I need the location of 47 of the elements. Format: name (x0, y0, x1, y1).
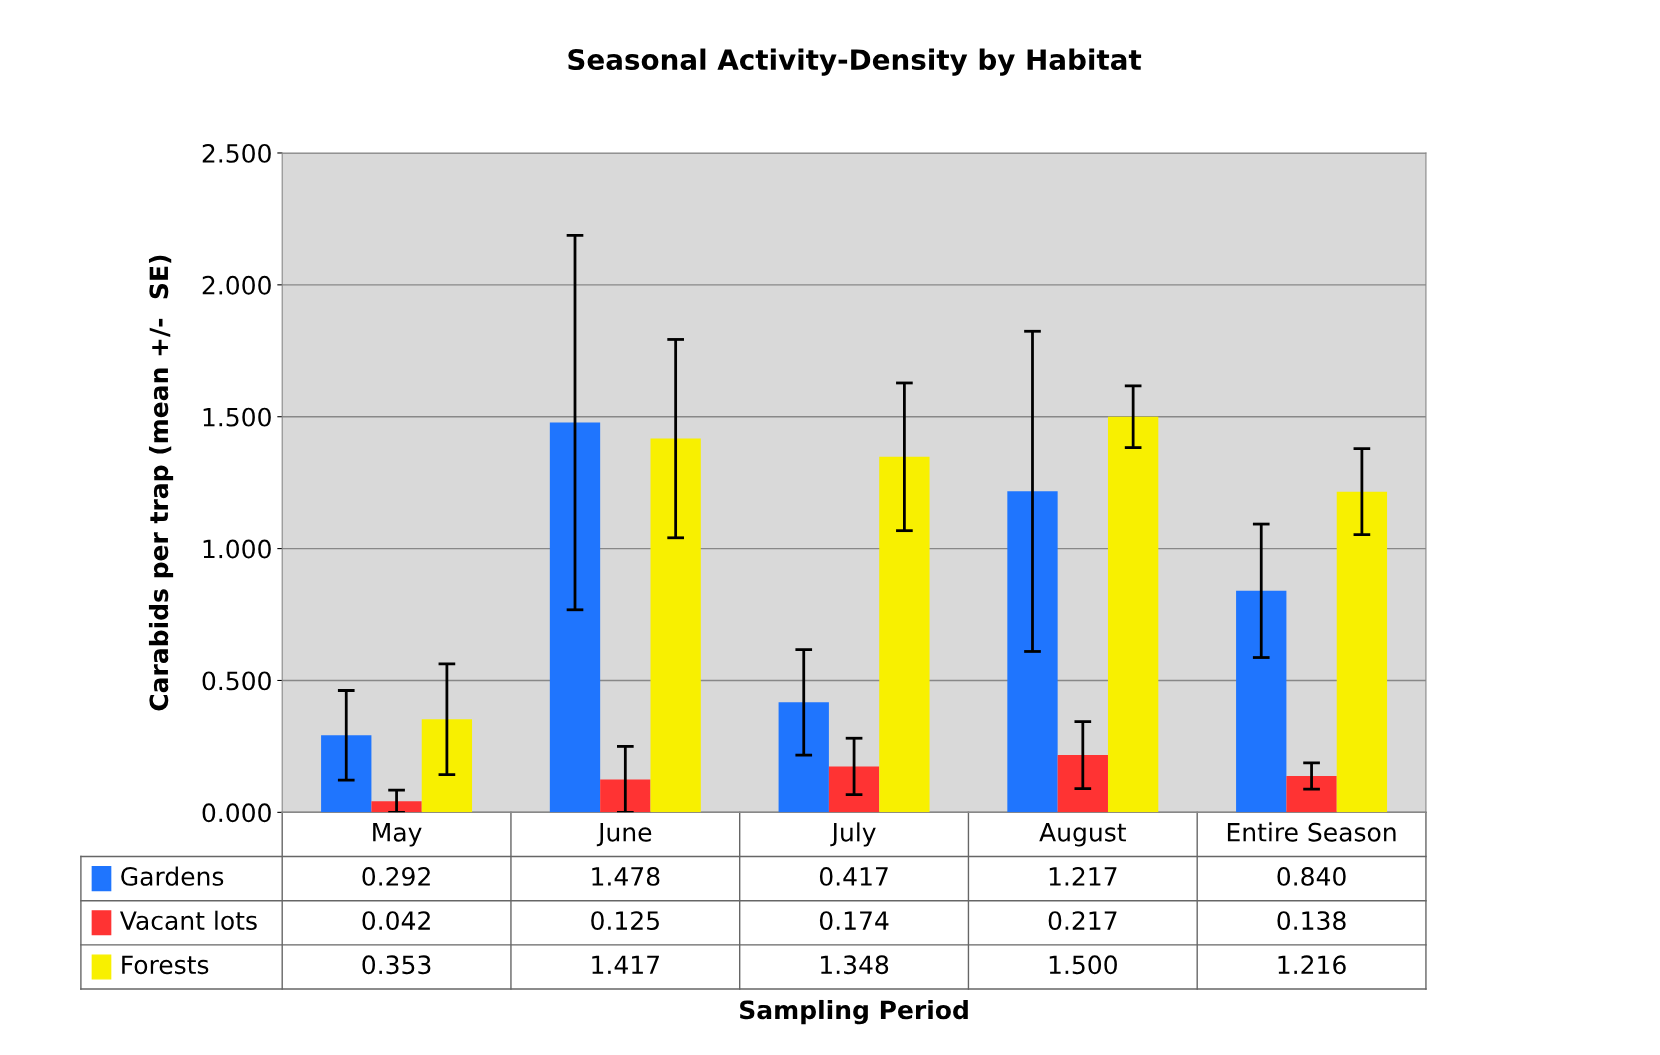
data-label: 1.417 (592, 955, 659, 974)
y-tick-label: 2.500 (202, 143, 271, 163)
x-tick-label: June (596, 823, 652, 847)
bar (1107, 416, 1159, 813)
bar (650, 438, 701, 813)
data-label: 0.217 (1048, 911, 1117, 931)
bar (1057, 755, 1108, 813)
data-label: 1.478 (592, 866, 660, 886)
bar (1236, 590, 1287, 813)
x-tick-label: August (1039, 823, 1126, 847)
bar (778, 702, 829, 813)
data-label: 0.042 (362, 911, 430, 931)
legend-label: Vacant lots (119, 910, 257, 931)
legend-label: Forests (122, 955, 209, 975)
y-axis-title: Carabids per trap (mean +/- SE) (148, 255, 174, 711)
bar (600, 779, 651, 813)
data-label: 0.840 (1277, 866, 1346, 886)
y-tick-label: 0.000 (202, 803, 271, 823)
bar (421, 719, 473, 813)
bar (321, 735, 372, 813)
bar (1286, 775, 1337, 813)
data-label: 1.217 (1049, 866, 1117, 886)
bar (1007, 491, 1058, 813)
x-tick-label: July (830, 822, 876, 847)
text: Sampling Period (740, 999, 968, 1025)
bar (371, 801, 422, 813)
x-tick-label: May (373, 823, 422, 847)
y-tick-label: 1.500 (203, 407, 271, 427)
data-label: 1.500 (1049, 955, 1117, 975)
chart-title: Seasonal Activity-Density by Habitat (568, 48, 1142, 76)
y-tick-label: 1.000 (203, 539, 271, 559)
data-label: 1.348 (821, 955, 889, 975)
y-tick-label: 2.000 (202, 275, 271, 295)
legend-label: Gardens (121, 866, 224, 886)
bar (879, 456, 930, 813)
data-label: 0.174 (819, 911, 889, 931)
data-label: 0.417 (819, 866, 888, 886)
data-label: 1.216 (1278, 955, 1346, 975)
bar (549, 422, 601, 813)
data-label: 0.353 (362, 955, 431, 975)
data-label: 0.125 (591, 911, 659, 931)
bar (1336, 491, 1388, 813)
x-tick-label: Entire Season (1227, 822, 1396, 842)
y-tick-label: 0.500 (202, 671, 271, 691)
bar (828, 766, 880, 813)
data-label: 0.292 (362, 866, 430, 886)
data-label: 0.138 (1277, 911, 1346, 931)
